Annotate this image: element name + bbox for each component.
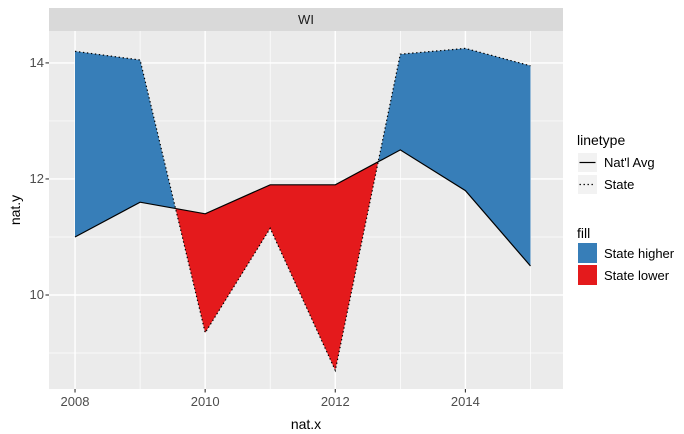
x-tick-label: 2012 xyxy=(320,394,350,409)
y-tick-label: 10 xyxy=(29,287,44,302)
y-tick-label: 12 xyxy=(29,171,44,186)
state-line xyxy=(74,47,531,373)
x-tick-label: 2014 xyxy=(450,394,480,409)
ribbon-state-lower xyxy=(175,161,379,371)
legend-item-natl-avg: Nat'l Avg xyxy=(578,153,655,172)
legend-label-natl-avg: Nat'l Avg xyxy=(604,155,655,170)
legend-item-state-higher: State higher xyxy=(578,243,674,263)
ribbon-state-higher xyxy=(75,51,176,237)
facet-strip: WI xyxy=(49,8,563,31)
facet-strip-label: WI xyxy=(298,12,314,27)
legend-label-state-lower: State lower xyxy=(604,267,670,283)
legend-item-state-lower: State lower xyxy=(578,265,669,285)
x-tick-label: 2010 xyxy=(190,394,220,409)
solid-line-key-icon xyxy=(578,153,597,172)
fill-legend-title: fill xyxy=(577,225,591,241)
legend-label-state-higher: State higher xyxy=(604,245,675,261)
state-higher-swatch-icon xyxy=(578,243,597,263)
state-lower-swatch-icon xyxy=(578,265,597,285)
natl-avg-line xyxy=(74,149,531,267)
x-tick-label: 2008 xyxy=(60,394,90,409)
dotted-line-key-icon xyxy=(578,175,597,194)
legend-label-state: State xyxy=(604,177,635,192)
y-tick-label: 14 xyxy=(29,54,44,70)
legend-item-state: State xyxy=(578,175,634,194)
y-axis-title: nat.y xyxy=(7,194,23,226)
linetype-legend-title: linetype xyxy=(577,132,626,148)
x-axis-title: nat.x xyxy=(290,416,322,432)
ribbon-state-higher xyxy=(378,48,531,267)
